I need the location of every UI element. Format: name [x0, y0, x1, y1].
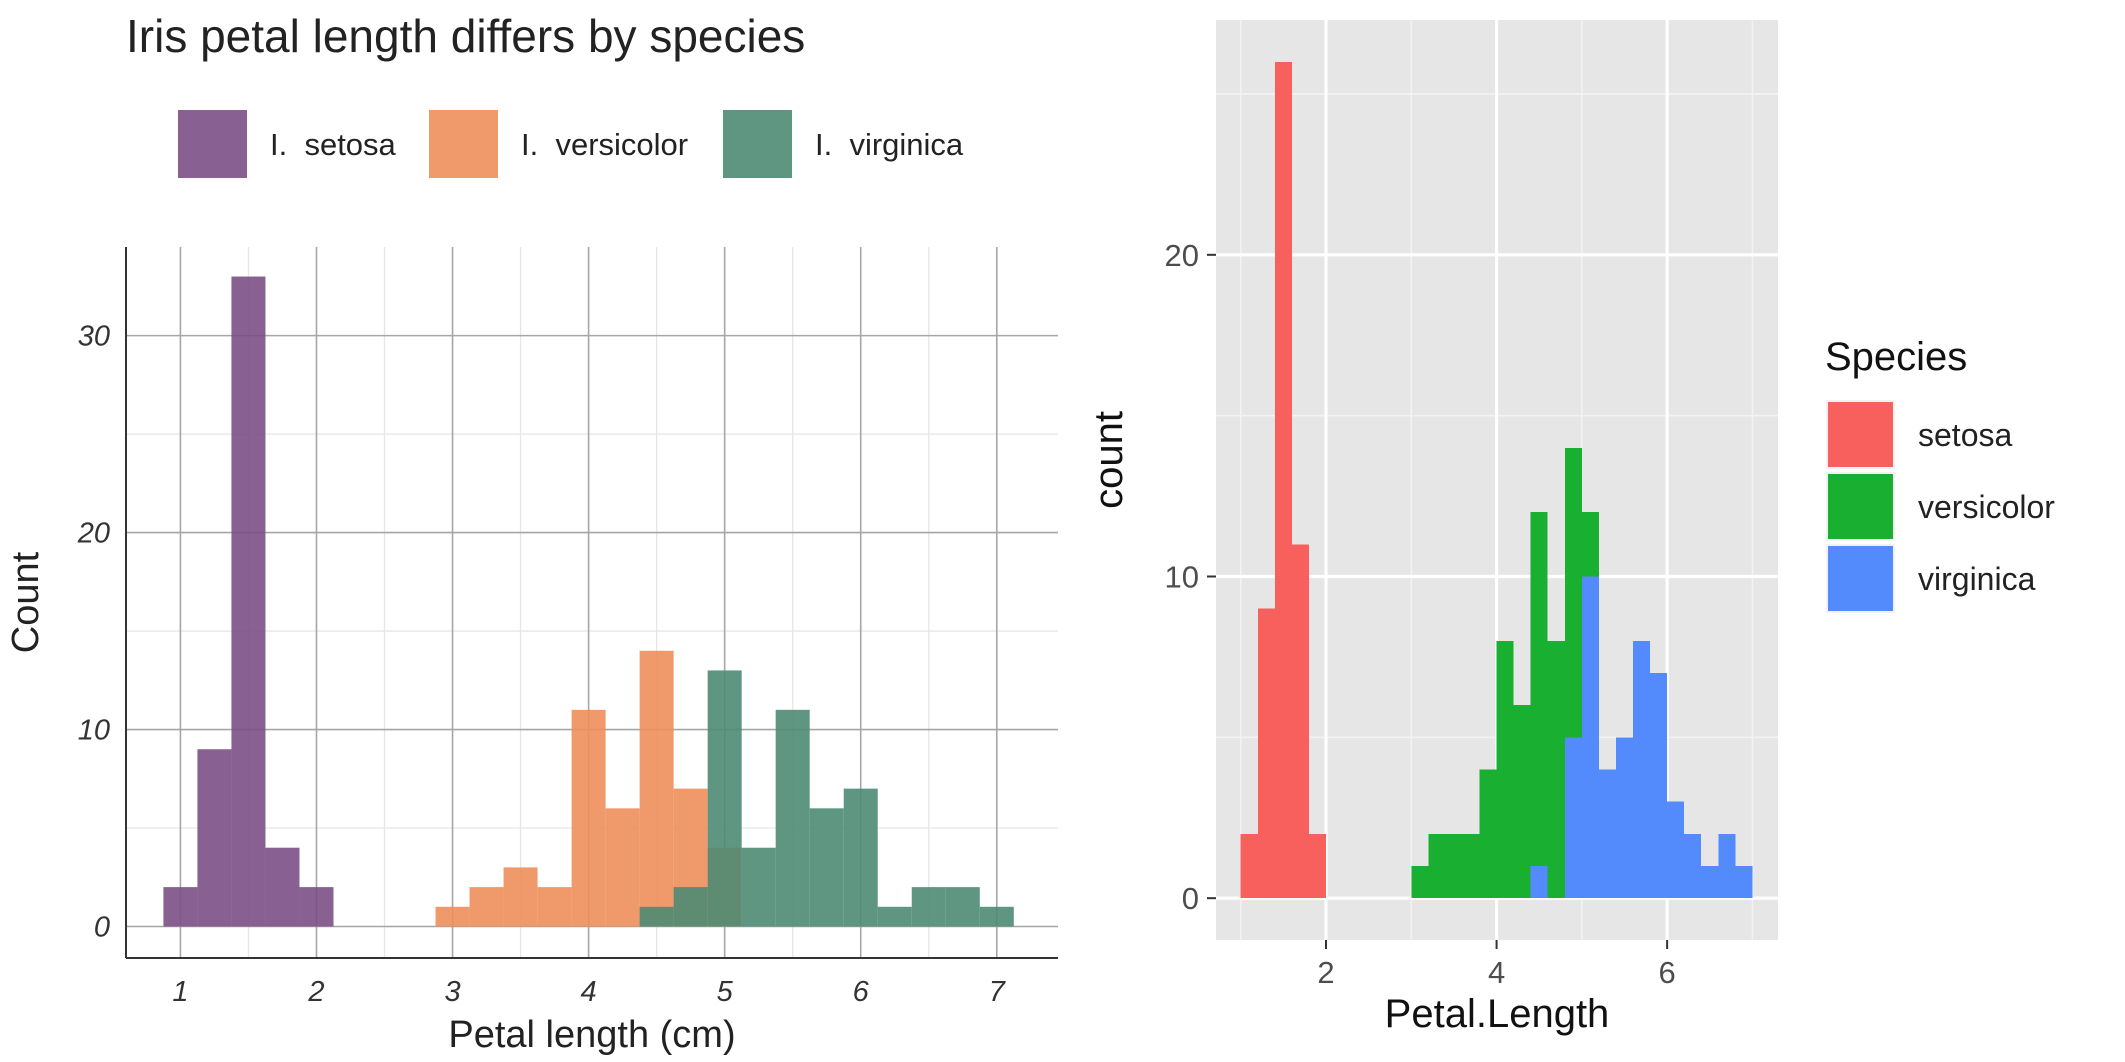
histogram-bar-virginica [1650, 673, 1668, 899]
histogram-bar-versicolor [1530, 512, 1548, 867]
x-tick-label: 4 [581, 976, 597, 1008]
histogram-bar-ivirginica [945, 887, 980, 927]
histogram-bar-virginica [1615, 737, 1634, 899]
x-tick-label: 6 [1659, 955, 1676, 990]
histogram-bar-isetosa [163, 887, 198, 927]
histogram-bar-setosa [1257, 608, 1275, 899]
x-tick-label: 2 [1317, 955, 1334, 990]
x-tick-label: 4 [1488, 955, 1505, 990]
x-tick-label: 5 [717, 976, 734, 1008]
y-tick-label: 20 [77, 518, 110, 550]
x-tick-label: 7 [989, 976, 1007, 1008]
histogram-bar-iversicolor [639, 650, 674, 927]
legend-label: I. setosa [270, 127, 397, 162]
histogram-bar-ivirginica [673, 887, 708, 927]
histogram-bar-ivirginica [639, 906, 674, 927]
histogram-bar-setosa [1291, 544, 1309, 899]
histogram-bar-ivirginica [775, 709, 810, 927]
legend-swatch [723, 110, 792, 178]
histogram-bar-versicolor [1445, 833, 1463, 899]
histogram-bar-ivirginica [877, 906, 912, 927]
histogram-bar-isetosa [231, 276, 266, 927]
histogram-bar-versicolor [1513, 705, 1531, 899]
right-chart-panel: 2 4 6 0 10 20 Petal.Length count Species setosa ve… [1080, 0, 2125, 1062]
right-histogram: 2 4 6 0 10 20 Petal.Length count Species setosa ve… [1087, 20, 2055, 1036]
legend-label: setosa [1918, 417, 2012, 453]
histogram-bar-virginica [1718, 833, 1736, 899]
histogram-bar-setosa [1240, 833, 1258, 899]
histogram-bar-iversicolor [571, 709, 606, 927]
histogram-bar-virginica [1735, 866, 1753, 899]
histogram-bar-ivirginica [741, 847, 776, 927]
histogram-bar-versicolor [1564, 447, 1582, 738]
legend-label: virginica [1918, 561, 2036, 597]
chart-title: Iris petal length differs by species [126, 10, 805, 62]
histogram-bar-iversicolor [435, 906, 470, 927]
histogram-bar-setosa [1274, 61, 1292, 899]
histogram-bar-virginica [1667, 801, 1685, 899]
histogram-bar-virginica [1564, 737, 1582, 899]
histogram-bar-versicolor [1428, 833, 1446, 899]
histogram-bar-isetosa [265, 847, 300, 927]
histogram-bar-versicolor [1496, 640, 1514, 899]
y-axis-title: Count [5, 551, 47, 653]
histogram-bar-virginica [1530, 866, 1548, 899]
y-tick-label: 10 [1165, 560, 1199, 595]
y-tick-label: 30 [78, 321, 110, 353]
legend-swatch [1828, 474, 1893, 539]
y-tick-label: 20 [1165, 238, 1199, 273]
legend-swatch [429, 110, 498, 178]
histogram-bar-virginica [1598, 769, 1616, 899]
x-axis-title: Petal length (cm) [448, 1014, 735, 1056]
histogram-bar-isetosa [197, 749, 232, 927]
histogram-bar-iversicolor [605, 808, 640, 927]
x-tick-label: 1 [172, 976, 188, 1008]
histogram-bar-virginica [1633, 640, 1651, 899]
histogram-bar-setosa [1308, 833, 1327, 899]
histogram-bar-ivirginica [809, 808, 844, 927]
x-axis-title: Petal.Length [1385, 992, 1610, 1036]
histogram-bar-iversicolor [537, 887, 572, 927]
histogram-bar-virginica [1684, 833, 1702, 899]
histogram-bar-versicolor [1479, 769, 1497, 899]
y-tick-label: 0 [94, 911, 110, 943]
histogram-bar-ivirginica [843, 788, 878, 927]
x-tick-label: 2 [307, 976, 324, 1008]
histogram-bar-iversicolor [503, 867, 538, 927]
histogram-bar-virginica [1701, 866, 1719, 899]
histogram-bar-iversicolor [469, 887, 504, 927]
histogram-bar-ivirginica [707, 670, 742, 927]
y-axis-title: count [1087, 411, 1131, 509]
left-chart-panel: 1 2 3 4 5 6 7 0 10 20 30 Petal length (cm) Count Iris… [5, 10, 1058, 1056]
histogram-bar-ivirginica [979, 906, 1014, 927]
legend-swatch [1828, 546, 1893, 611]
legend-swatch [1828, 402, 1893, 467]
y-tick-label: 10 [78, 715, 110, 747]
left-histogram: 1 2 3 4 5 6 7 0 10 20 30 Petal length (cm) Count Iris… [5, 10, 1058, 1056]
histogram-bar-versicolor [1547, 640, 1565, 899]
histogram-bar-versicolor [1411, 866, 1429, 899]
histogram-bar-versicolor [1581, 512, 1599, 577]
legend-swatch [178, 110, 247, 178]
legend-label: versicolor [1918, 489, 2055, 525]
histogram-bar-ivirginica [911, 887, 946, 927]
legend-label: I. virginica [815, 127, 964, 162]
histogram-bar-versicolor [1462, 833, 1480, 899]
histogram-bar-virginica [1581, 576, 1599, 899]
histogram-bar-isetosa [299, 887, 334, 927]
legend-title: Species [1825, 335, 1967, 379]
y-tick-label: 0 [1182, 881, 1199, 916]
x-tick-label: 3 [444, 976, 460, 1008]
x-tick-label: 6 [853, 976, 870, 1008]
legend-label: I. versicolor [521, 127, 688, 162]
